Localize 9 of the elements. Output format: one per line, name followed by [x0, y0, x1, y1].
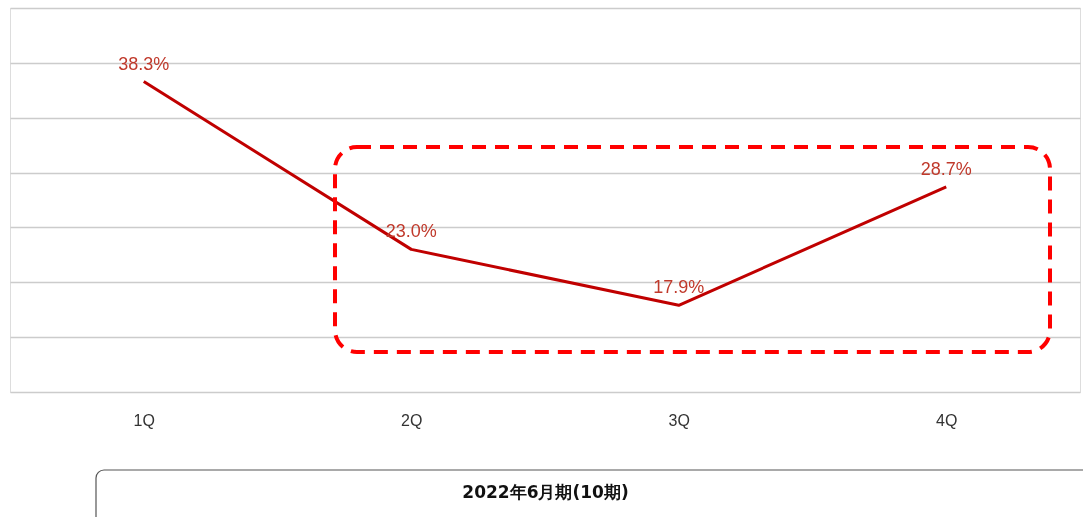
- x-tick-label: 3Q: [668, 411, 690, 429]
- data-label: 17.9%: [653, 277, 705, 298]
- x-tick-label: 2Q: [401, 411, 423, 429]
- data-label: 38.3%: [118, 53, 170, 74]
- x-tick-label: 1Q: [133, 411, 155, 429]
- data-label: 28.7%: [920, 158, 972, 179]
- data-label: 23.0%: [385, 221, 437, 242]
- x-axis-title: 2022年6月期(10期): [462, 481, 629, 502]
- x-tick-label: 4Q: [936, 411, 958, 429]
